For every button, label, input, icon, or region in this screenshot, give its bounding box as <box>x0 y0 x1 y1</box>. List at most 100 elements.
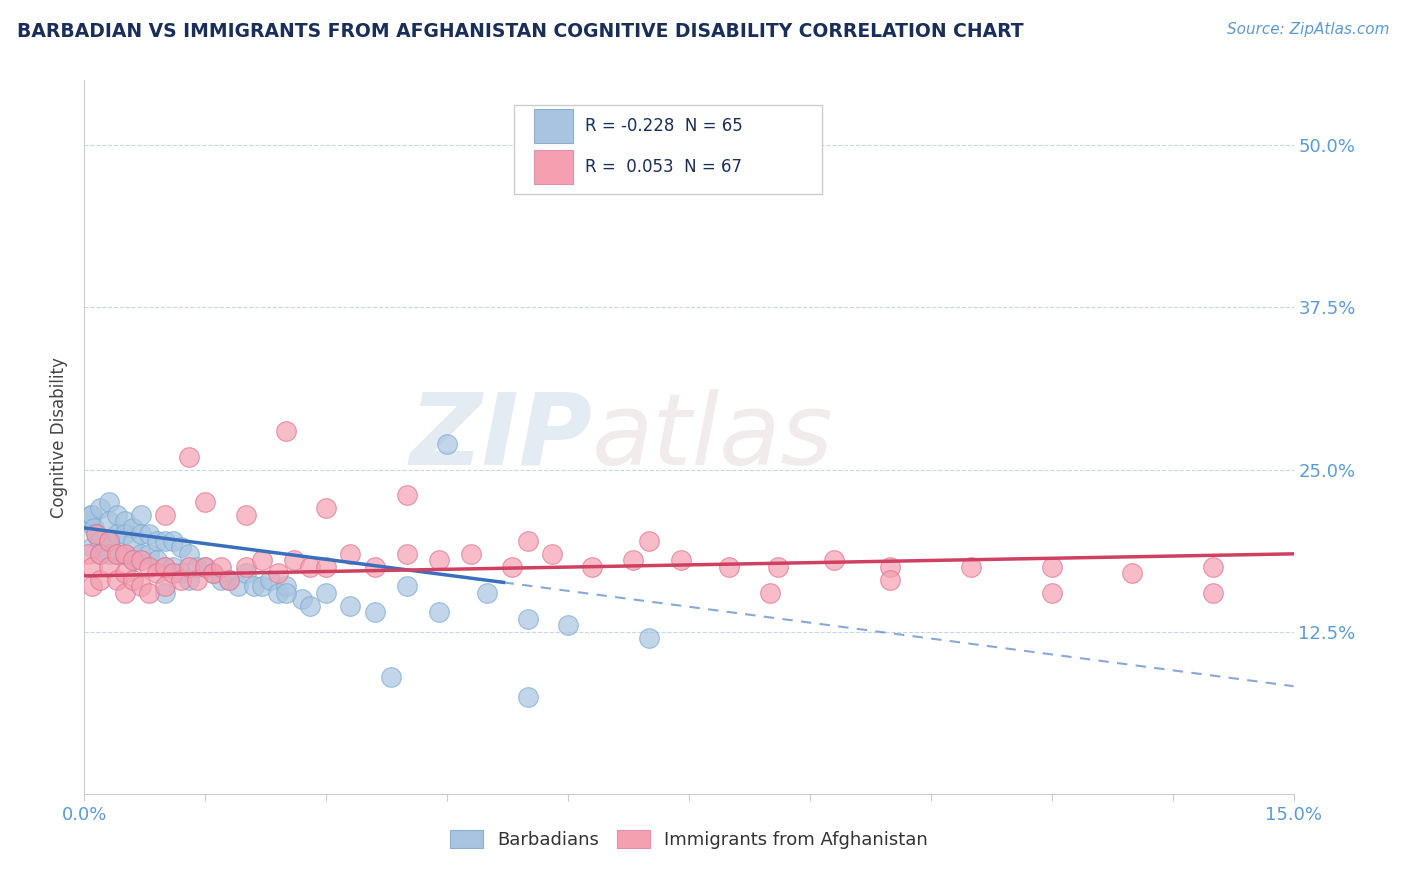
Point <box>179 547 201 561</box>
Point <box>1202 586 1225 600</box>
Point <box>718 559 741 574</box>
Point <box>194 559 217 574</box>
Point <box>621 553 644 567</box>
Point <box>153 559 176 574</box>
Point <box>823 553 845 567</box>
Point <box>395 547 418 561</box>
Point <box>395 579 418 593</box>
Point <box>82 541 104 555</box>
Point <box>97 533 120 548</box>
Point <box>218 573 240 587</box>
Point <box>516 690 538 704</box>
Point <box>162 559 184 574</box>
Point <box>105 547 128 561</box>
Point <box>77 515 100 529</box>
Point <box>170 541 193 555</box>
Point <box>477 586 499 600</box>
Point <box>291 592 314 607</box>
Point <box>186 559 208 574</box>
Point <box>77 547 100 561</box>
Point <box>1040 559 1063 574</box>
Point <box>267 586 290 600</box>
Point <box>218 573 240 587</box>
Point <box>209 559 232 574</box>
Point <box>460 547 482 561</box>
Point <box>129 553 152 567</box>
Point <box>114 515 136 529</box>
Point <box>1121 566 1143 581</box>
Point <box>114 527 136 541</box>
Point <box>138 586 160 600</box>
Point <box>427 605 450 619</box>
Point <box>274 586 297 600</box>
Point <box>121 533 143 548</box>
Point <box>153 533 176 548</box>
Point <box>427 553 450 567</box>
Point <box>138 527 160 541</box>
Point <box>129 527 152 541</box>
Point <box>83 521 105 535</box>
Point <box>138 547 160 561</box>
Point <box>89 501 111 516</box>
Point <box>283 553 305 567</box>
Point <box>114 586 136 600</box>
Point <box>179 573 201 587</box>
Point <box>960 559 983 574</box>
Point <box>209 573 232 587</box>
Point <box>89 573 111 587</box>
Point <box>80 508 103 522</box>
Point <box>97 495 120 509</box>
Point <box>315 586 337 600</box>
Bar <box>534 109 572 144</box>
Point <box>242 579 264 593</box>
Point <box>194 495 217 509</box>
Point <box>105 508 128 522</box>
Point <box>89 547 111 561</box>
Point <box>153 579 176 593</box>
Point <box>363 559 385 574</box>
Bar <box>534 150 572 185</box>
Point <box>267 566 290 581</box>
Point <box>146 566 169 581</box>
Point <box>581 559 603 574</box>
Point <box>766 559 789 574</box>
Text: atlas: atlas <box>592 389 834 485</box>
Point <box>541 547 564 561</box>
Point <box>637 631 659 645</box>
Point <box>129 579 152 593</box>
Point <box>153 586 176 600</box>
Point <box>170 566 193 581</box>
Text: BARBADIAN VS IMMIGRANTS FROM AFGHANISTAN COGNITIVE DISABILITY CORRELATION CHART: BARBADIAN VS IMMIGRANTS FROM AFGHANISTAN… <box>17 22 1024 41</box>
Point <box>82 508 104 522</box>
Text: R = -0.228  N = 65: R = -0.228 N = 65 <box>585 118 742 136</box>
Point <box>129 508 152 522</box>
Point <box>557 618 579 632</box>
Point <box>89 533 111 548</box>
Point <box>97 559 120 574</box>
Point <box>516 533 538 548</box>
Point <box>274 579 297 593</box>
Point <box>97 515 120 529</box>
Point <box>259 573 281 587</box>
Point <box>315 501 337 516</box>
Point <box>235 559 257 574</box>
Point <box>89 547 111 561</box>
Point <box>235 508 257 522</box>
Point <box>121 521 143 535</box>
Point <box>170 573 193 587</box>
Point <box>146 553 169 567</box>
Point <box>82 579 104 593</box>
Point <box>250 553 273 567</box>
Point <box>226 579 249 593</box>
Point <box>146 533 169 548</box>
Point <box>194 559 217 574</box>
Point <box>879 559 901 574</box>
Point <box>97 547 120 561</box>
Point <box>339 547 361 561</box>
Point <box>86 527 108 541</box>
Point <box>363 605 385 619</box>
Point <box>121 553 143 567</box>
Point <box>82 559 104 574</box>
Point <box>1040 586 1063 600</box>
Point <box>436 436 458 450</box>
